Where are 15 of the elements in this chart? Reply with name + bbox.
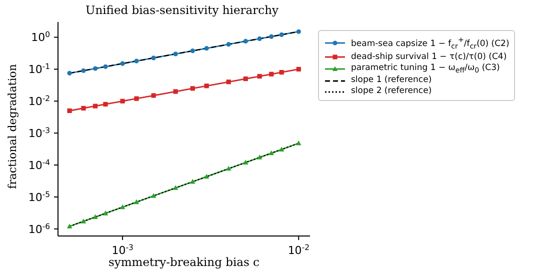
chart-title: Unified bias-sensitivity hierarchy xyxy=(86,3,279,17)
y-tick-label: 10$^{0}$ xyxy=(31,30,50,44)
legend-label: slope 2 (reference) xyxy=(351,86,432,98)
y-tick-label: 10$^{-1}$ xyxy=(28,62,50,76)
legend-label: beam-sea capsize 1 − f$_{cr}$$^{+}$/f$_{cr}$(0) (C2) xyxy=(351,34,510,52)
legend-label: parametric tuning 1 − ω$_{eff}$/ω$_{0}$ (C3) xyxy=(351,62,500,76)
x-axis-title: symmetry-breaking bias c xyxy=(108,255,260,270)
y-tick-label: 10$^{-6}$ xyxy=(28,221,50,236)
y-tick-label: 10$^{-3}$ xyxy=(28,126,50,140)
legend-label: dead-ship survival 1 − τ(c)/τ(0) (C4) xyxy=(351,52,507,63)
legend-label: slope 1 (reference) xyxy=(351,75,432,86)
y-tick-label: 10$^{-2}$ xyxy=(28,94,50,108)
y-tick-label: 10$^{-4}$ xyxy=(28,158,50,172)
y-tick-label: 10$^{-5}$ xyxy=(28,189,50,204)
y-axis-title: fractional degradation xyxy=(6,64,19,189)
